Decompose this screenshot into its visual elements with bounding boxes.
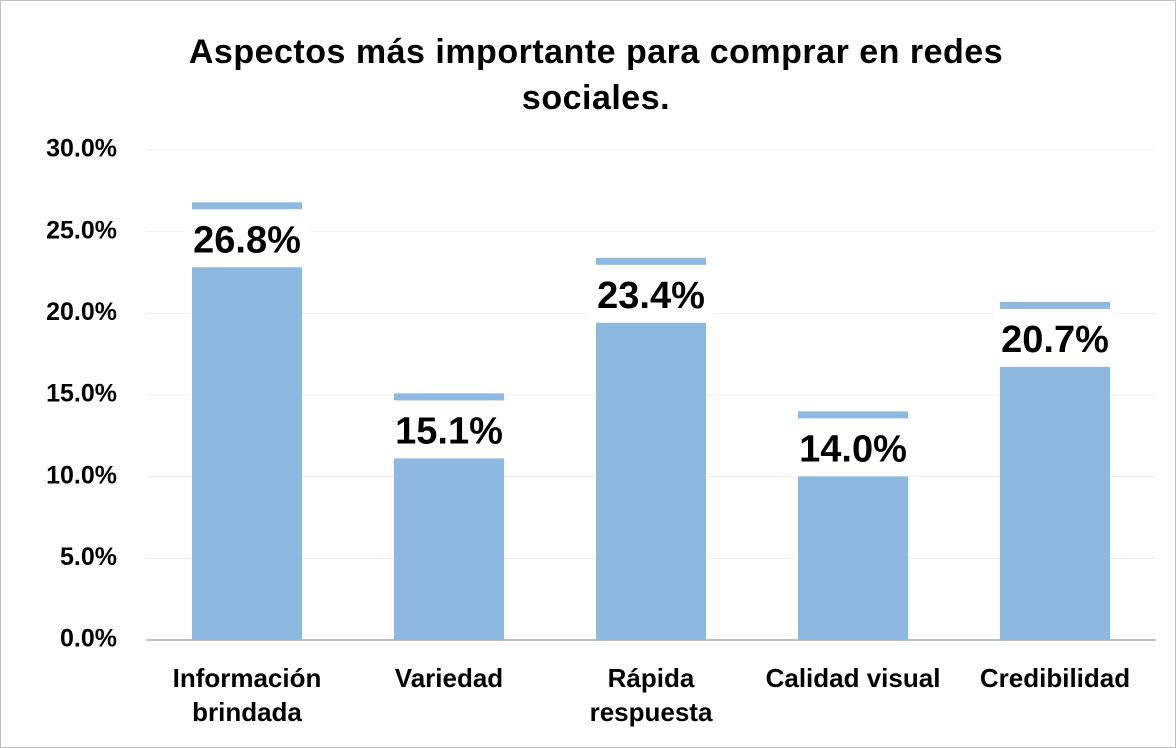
y-tick-label: 25.0% [46,216,117,244]
bar [192,202,302,640]
x-tick-label: Credibilidad [979,663,1131,693]
data-label: 14.0% [799,428,907,470]
label-background [185,209,309,268]
y-tick-label: 10.0% [46,461,117,489]
data-label: 15.1% [395,410,503,452]
x-tick-label: Variedad [394,663,504,693]
chart-title: Aspectos más importante para comprar en … [188,33,1004,117]
label-background [791,418,915,477]
y-tick-label: 15.0% [46,380,117,408]
label-background [387,400,511,459]
x-tick-label: Calidad visual [765,663,941,693]
y-tick-label: 5.0% [60,543,117,571]
data-label: 20.7% [1001,319,1109,361]
x-tick-label: Información brindada [172,663,322,727]
label-background [589,264,713,323]
data-label: 26.8% [193,219,301,261]
data-label: 23.4% [597,275,705,317]
y-tick-label: 30.0% [46,135,117,163]
y-tick-label: 20.0% [46,298,117,326]
y-tick-label: 0.0% [60,625,117,653]
label-background [993,308,1117,367]
x-tick-label: Rápida respuesta [589,663,713,727]
